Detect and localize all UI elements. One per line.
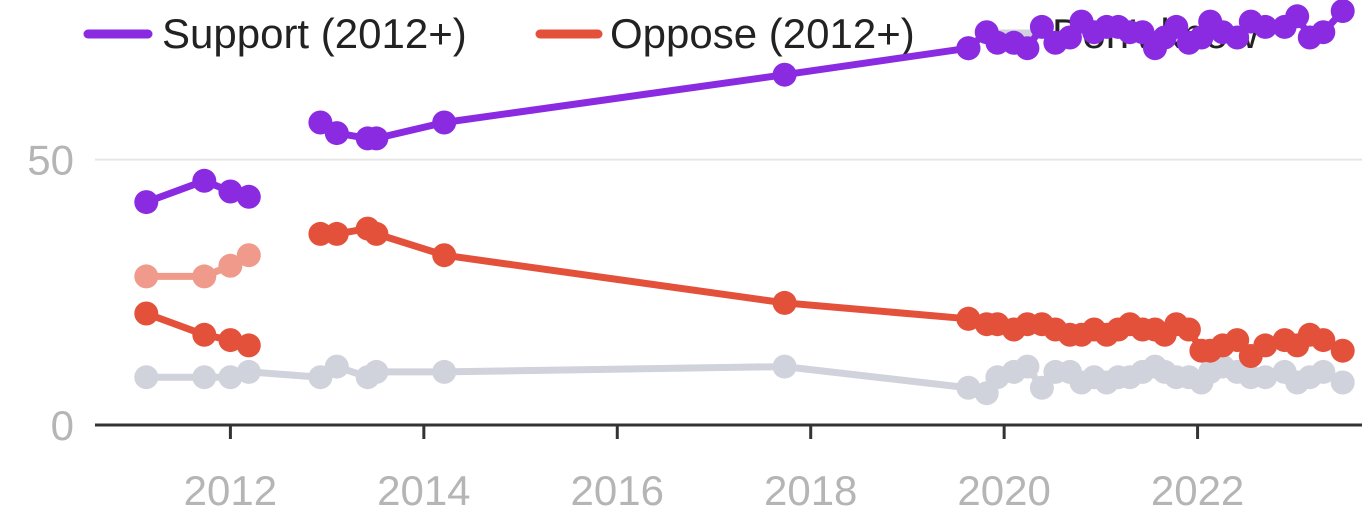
data-point: [236, 184, 261, 209]
data-point: [985, 30, 1010, 55]
y-tick-label: 50: [27, 137, 74, 184]
y-axis-ticks: 0 50: [27, 137, 74, 449]
data-point: [218, 179, 243, 204]
data-point: [1311, 359, 1336, 384]
data-point: [134, 190, 159, 215]
data-point: [1330, 370, 1355, 395]
data-point: [236, 359, 261, 384]
legend-label-oppose: Oppose (2012+): [610, 10, 915, 57]
data-point: [192, 365, 217, 390]
data-point: [134, 264, 159, 289]
y-tick-label: 0: [51, 402, 74, 449]
series-line: [316, 44, 972, 142]
x-tick-label: 2018: [764, 467, 857, 512]
series-line: [316, 225, 972, 323]
data-point: [1015, 36, 1040, 61]
data-point: [1253, 333, 1278, 358]
data-point: [1285, 4, 1310, 29]
x-tick-label: 2014: [377, 467, 470, 512]
data-point: [956, 306, 981, 331]
data-point: [432, 110, 457, 135]
x-tick-label: 2020: [957, 467, 1050, 512]
data-point: [218, 365, 243, 390]
data-point: [308, 221, 333, 246]
x-tick-label: 2022: [1151, 467, 1244, 512]
series-1: [134, 216, 1355, 368]
data-point: [1029, 14, 1054, 39]
data-point: [192, 264, 217, 289]
data-point: [432, 359, 457, 384]
legend-label-support: Support (2012+): [162, 10, 467, 57]
data-point: [364, 359, 389, 384]
data-point: [134, 301, 159, 326]
data-point: [1311, 328, 1336, 353]
x-tick-label: 2012: [184, 467, 277, 512]
data-point: [956, 36, 981, 61]
data-point: [192, 168, 217, 193]
legend: Support (2012+) Oppose (2012+) Don't kno…: [83, 10, 1259, 57]
series-layer: [134, 0, 1355, 406]
series-3: [134, 354, 1355, 406]
data-point: [364, 126, 389, 151]
data-point: [1015, 354, 1040, 379]
data-point: [218, 328, 243, 353]
data-point: [772, 354, 797, 379]
data-point: [1253, 365, 1278, 390]
x-tick-label: 2016: [571, 467, 664, 512]
data-point: [1225, 328, 1250, 353]
legend-item-support: Support (2012+): [83, 10, 467, 57]
data-point: [772, 290, 797, 315]
data-point: [432, 243, 457, 268]
data-point: [236, 243, 261, 268]
data-point: [192, 322, 217, 347]
data-point: [324, 121, 349, 146]
data-point: [134, 365, 159, 390]
series-2: [134, 243, 261, 289]
legend-item-oppose: Oppose (2012+): [535, 10, 915, 57]
series-0: [134, 0, 1355, 215]
data-point: [1311, 20, 1336, 45]
data-point: [324, 221, 349, 246]
data-point: [364, 221, 389, 246]
data-point: [1029, 375, 1054, 400]
data-point: [1330, 338, 1355, 363]
data-point: [236, 333, 261, 358]
data-point: [1225, 25, 1250, 50]
data-point: [218, 253, 243, 278]
data-point: [1253, 14, 1278, 39]
data-point: [956, 375, 981, 400]
data-point: [324, 354, 349, 379]
data-point: [1176, 317, 1201, 342]
data-point: [772, 62, 797, 87]
x-axis: 2012 2014 2016 2018 2020 2022: [95, 423, 1362, 512]
data-point: [1330, 0, 1355, 23]
